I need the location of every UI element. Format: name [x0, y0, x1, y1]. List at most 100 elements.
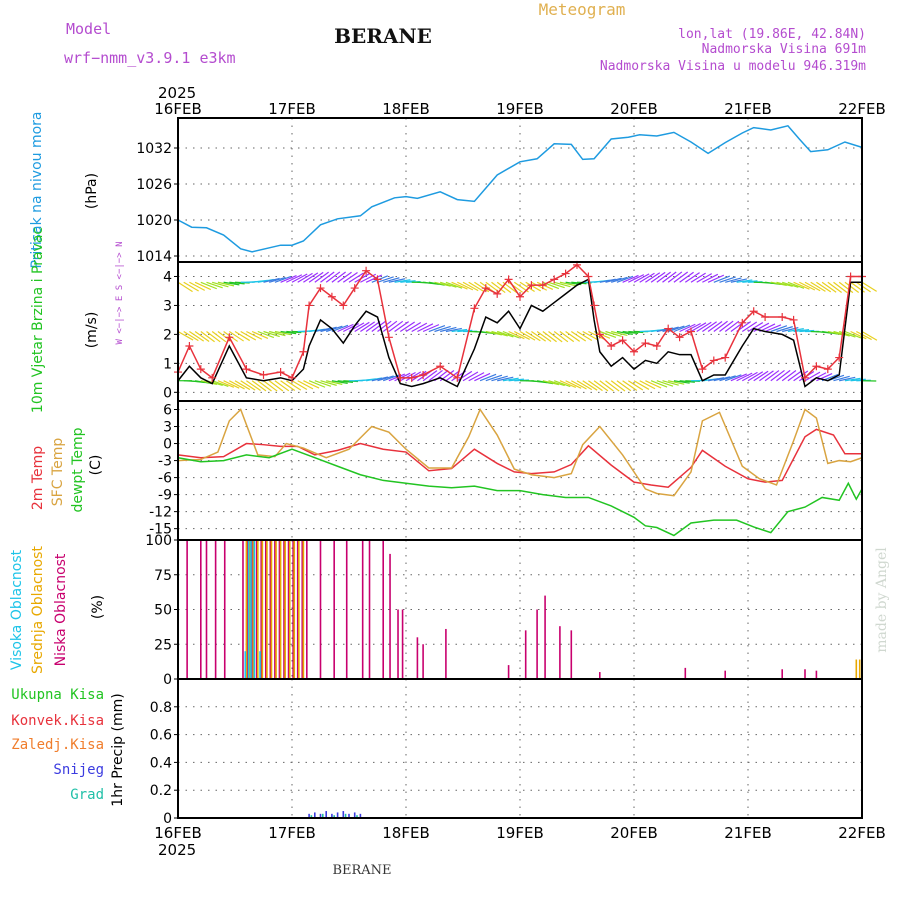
wind-arrow — [491, 330, 508, 337]
wind-arrow — [445, 281, 463, 289]
bottom-date-label: 21FEB — [724, 824, 771, 842]
wind-ytick-label: 3 — [163, 298, 172, 314]
wind-arrow — [690, 272, 706, 283]
wind-arrow — [753, 322, 770, 333]
wind-arrow — [257, 330, 275, 339]
wind-arrow — [212, 380, 229, 387]
wind-arrow — [645, 272, 661, 283]
wind-arrow — [599, 330, 617, 338]
gust-marker — [504, 275, 513, 284]
gust-marker — [812, 362, 821, 371]
wind-arrow — [417, 323, 434, 333]
wind-arrow — [371, 320, 386, 332]
wind-arrow — [462, 371, 479, 382]
wind-arrow — [553, 331, 569, 343]
wind-arrow — [616, 380, 632, 392]
clouds-ytick-label: 75 — [154, 568, 172, 584]
wind-arrow — [633, 380, 650, 390]
wind-arrow — [246, 380, 261, 392]
wind-arrow — [565, 331, 581, 342]
gust-marker — [538, 281, 547, 290]
wind-arrow — [548, 281, 565, 289]
gust-marker — [527, 281, 536, 290]
wind-arrow — [308, 271, 324, 283]
wind-arrow — [861, 281, 877, 292]
lonlat-label: lon,lat (19.86E, 42.84N) — [678, 27, 866, 42]
elevation-label: Nadmorska Visina 691m — [702, 42, 867, 57]
wind-arrow — [804, 281, 821, 292]
top-time-axis: 16FEB 17FEB 18FEB 19FEB 20FEB 21FEB 22FEB — [154, 100, 885, 118]
wind-arrow — [269, 330, 286, 337]
wind-arrow — [650, 380, 668, 388]
wind-panel: 0 1 2 3 4 — [163, 260, 878, 402]
wind-arrow — [394, 321, 410, 332]
wind-arrow — [189, 331, 205, 342]
wind-arrow — [485, 374, 503, 382]
gust-marker — [687, 327, 695, 336]
wind-arrow — [844, 330, 862, 339]
wind-title-line1: 10m Vjetar Brzina i Pravac — [30, 227, 46, 413]
pressure-ytick-label: 1014 — [136, 249, 172, 265]
bottom-date-label: 22FEB — [838, 824, 885, 842]
wind-arrow — [673, 271, 689, 283]
wind-arrow — [713, 320, 728, 332]
wind-arrow — [650, 271, 666, 283]
wind-arrow — [234, 380, 251, 391]
wind-arrow — [223, 331, 238, 342]
wind-arrow — [451, 328, 468, 333]
wind-arrow — [326, 325, 343, 333]
cloud-title-high: Visoka Oblacnost — [9, 549, 25, 670]
wind-arrow — [719, 375, 736, 382]
wind-arrow — [348, 272, 364, 283]
wind-arrow — [696, 321, 712, 333]
pressure-ytick-label: 1020 — [136, 213, 172, 229]
wind-arrow — [667, 271, 683, 283]
wind-arrow — [514, 330, 530, 340]
wind-arrow — [793, 370, 809, 382]
wind-arrow — [422, 370, 438, 382]
temperature-series-dewpt-temp — [177, 448, 863, 537]
wind-arrow — [559, 380, 577, 389]
cloud-title-low: Niska Oblacnost — [53, 553, 69, 666]
wind-arrow — [548, 380, 565, 387]
wind-arrow — [536, 331, 552, 343]
precip-unit: 1hr Precip (mm) — [110, 693, 126, 806]
wind-arrow — [861, 330, 878, 341]
wind-arrow — [377, 375, 394, 382]
wind-arrow — [764, 370, 780, 382]
wind-arrow — [622, 380, 638, 391]
wind-arrow — [405, 371, 422, 382]
gust-marker — [846, 272, 855, 281]
wind-arrow — [827, 330, 845, 336]
wind-arrow — [285, 380, 302, 391]
wind-arrow — [286, 274, 303, 283]
model-label: Model — [66, 20, 111, 38]
wind-arrow — [263, 277, 280, 283]
gust-marker — [607, 341, 616, 350]
wind-arrow — [747, 371, 764, 382]
wind-arrow — [320, 380, 337, 386]
wind-arrow — [274, 380, 290, 392]
wind-direction-arrows — [177, 271, 878, 392]
wind-arrow — [434, 281, 451, 287]
wind-arrow — [696, 273, 713, 283]
wind-arrow — [593, 380, 609, 392]
top-year: 2025 — [158, 84, 196, 102]
wind-arrow — [724, 320, 740, 332]
wind-arrow — [331, 380, 348, 384]
wind-arrow — [542, 331, 557, 343]
footer-station: BERANE — [332, 863, 391, 878]
wind-arrow — [502, 330, 520, 339]
wind-arrow — [810, 281, 826, 292]
wind-arrow — [263, 330, 280, 338]
wind-arrow — [400, 280, 416, 283]
wind-arrow — [616, 275, 634, 283]
wind-arrow — [764, 324, 782, 333]
temperature-ytick-label: 6 — [163, 403, 172, 419]
legend-total-rain: Ukupna Kisa — [11, 687, 104, 703]
wind-unit: (m/s) — [84, 312, 100, 349]
wind-arrow — [639, 272, 655, 283]
wind-arrow — [662, 271, 677, 283]
wind-series-udari — [177, 263, 862, 380]
